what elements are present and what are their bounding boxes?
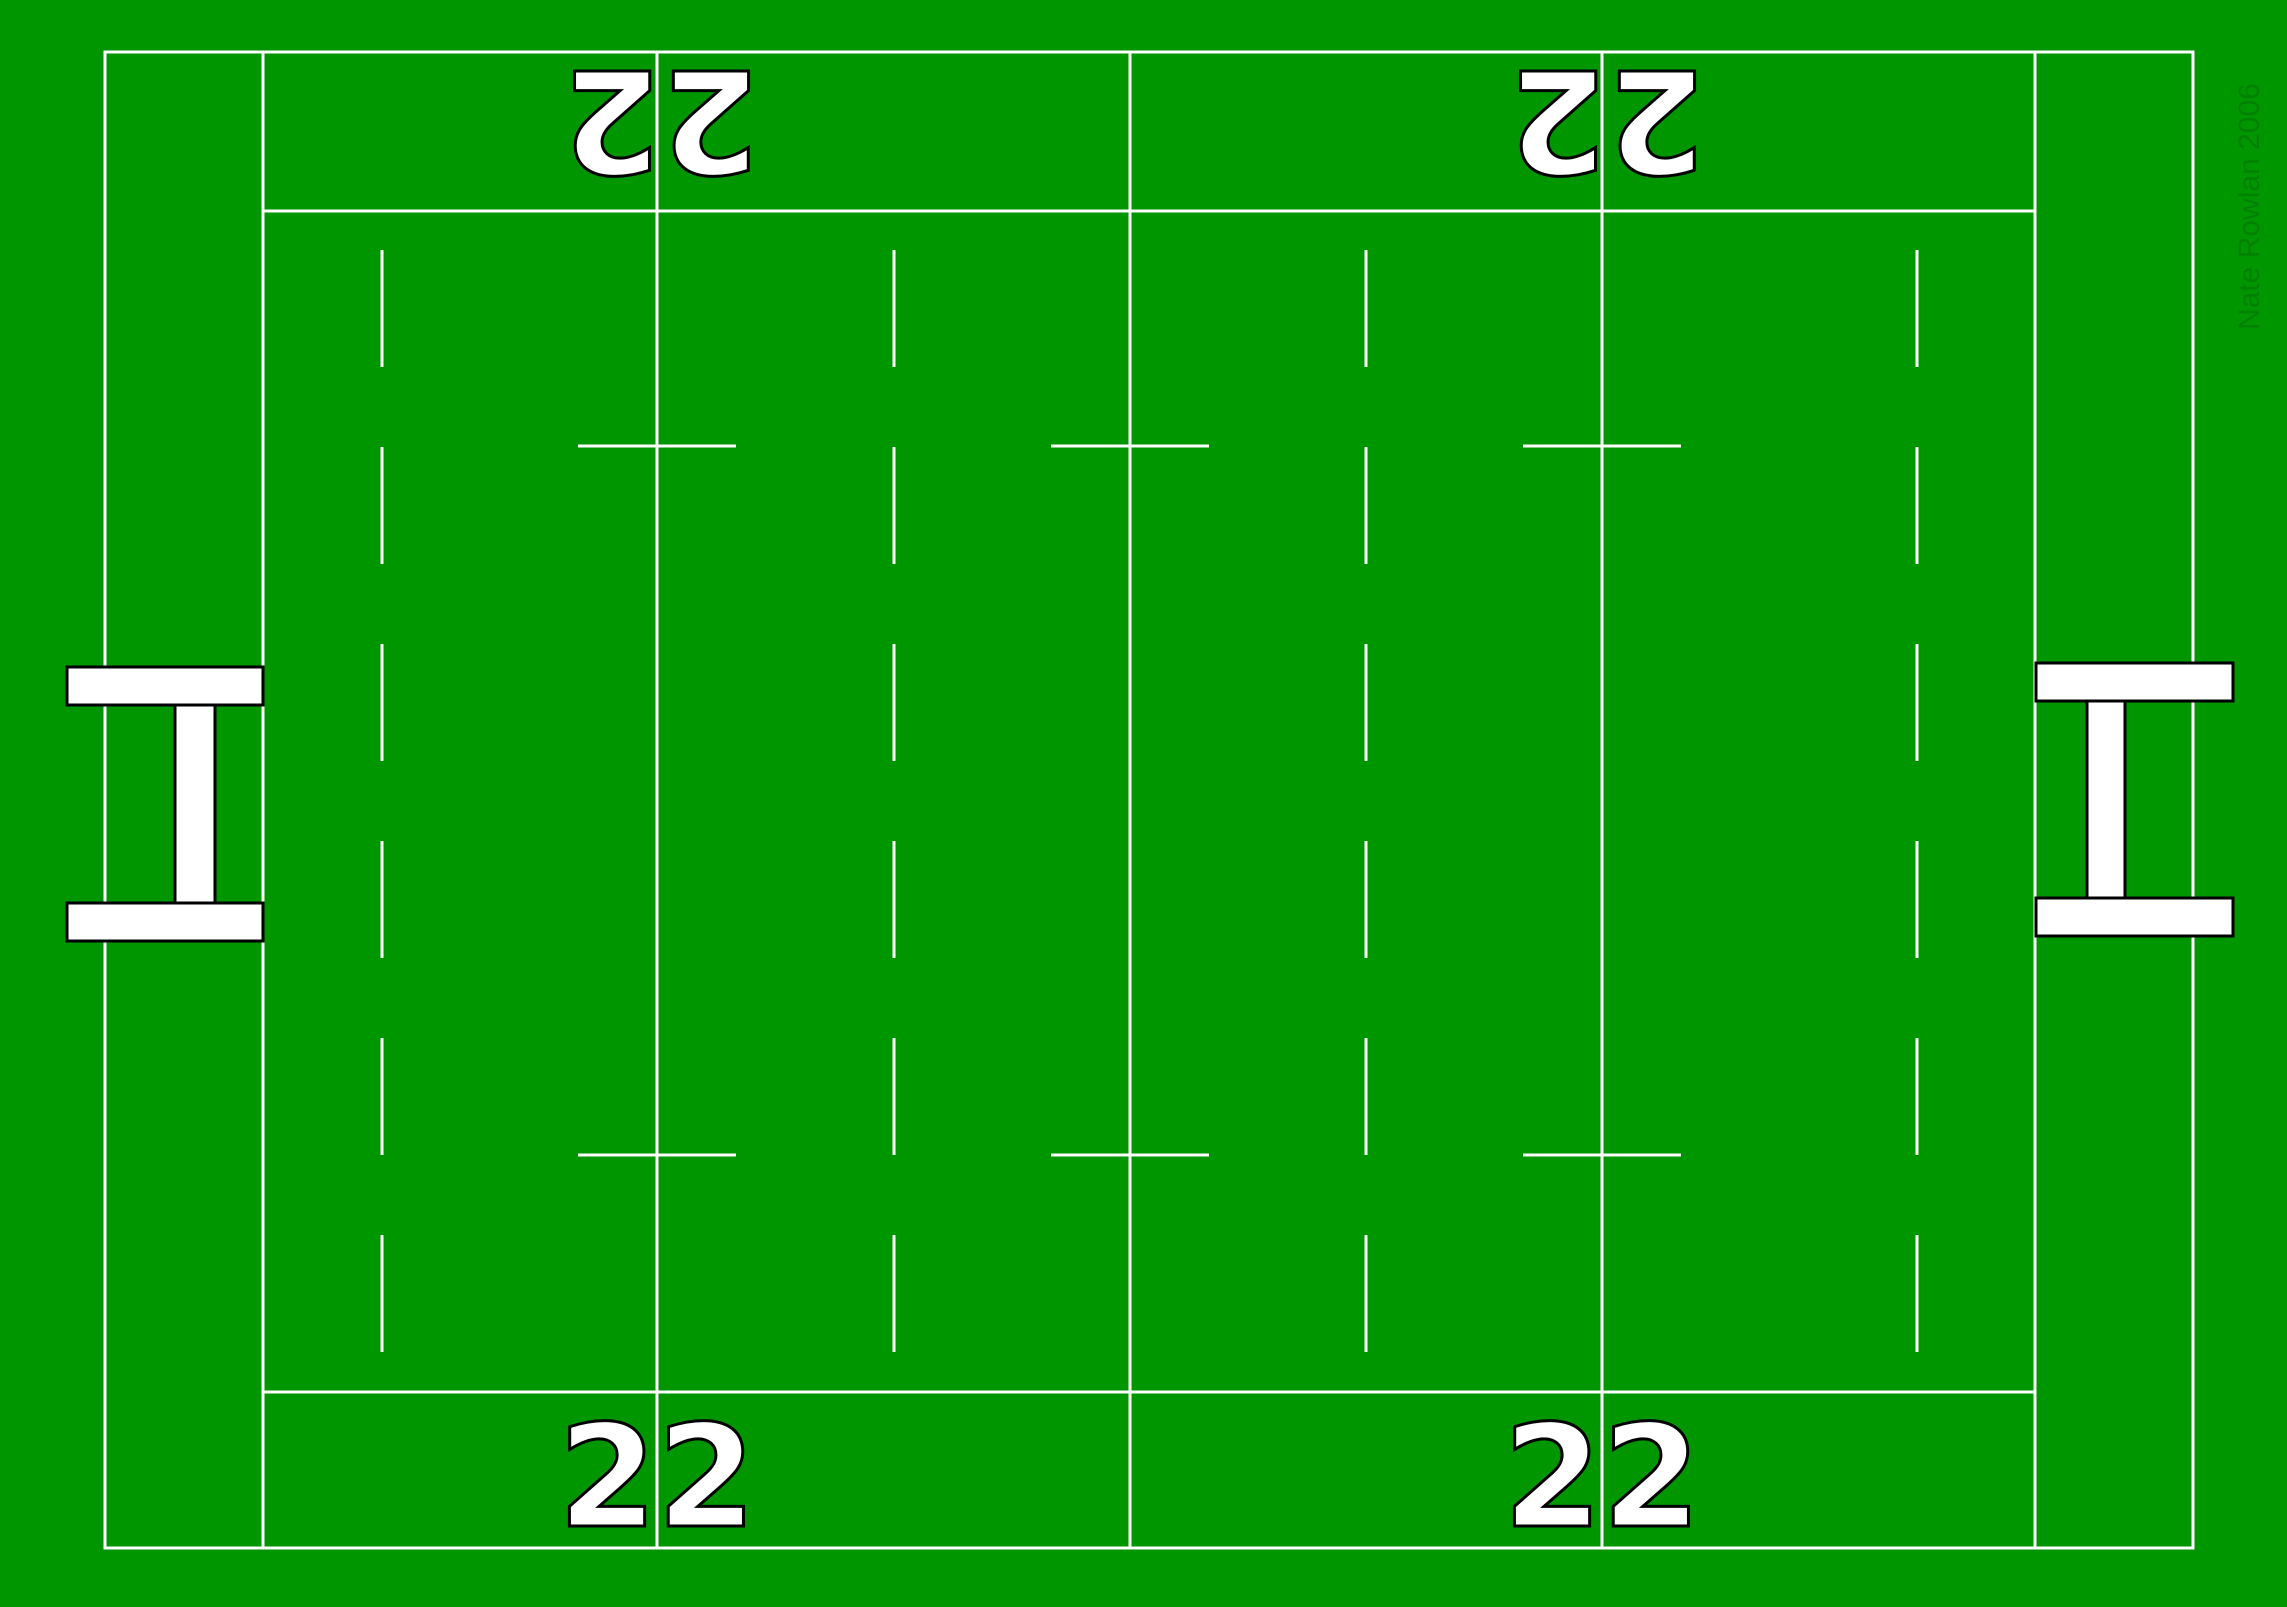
left-goalposts	[65, 665, 265, 943]
right-goalpost-top-upright	[2034, 661, 2235, 703]
left-goalpost-crossbar	[173, 701, 217, 905]
left-goalpost-top-upright	[65, 665, 265, 707]
right-goalpost-bottom-upright	[2034, 896, 2235, 938]
top-right-22-marking: 22	[1508, 37, 1706, 202]
bottom-right-22-marking: 22	[1503, 1395, 1701, 1560]
outer-boundary-line	[103, 50, 2195, 1550]
author-credit: Nate Rowlan 2006	[2233, 83, 2266, 330]
right-goalpost-crossbar	[2085, 698, 2127, 900]
bottom-left-22-marking: 22	[558, 1395, 756, 1560]
dashed-lines-group	[380, 250, 1919, 1352]
top-left-22-marking: 22	[562, 37, 760, 202]
right-goalposts	[2034, 661, 2235, 938]
left-goalpost-bottom-upright	[65, 901, 265, 943]
